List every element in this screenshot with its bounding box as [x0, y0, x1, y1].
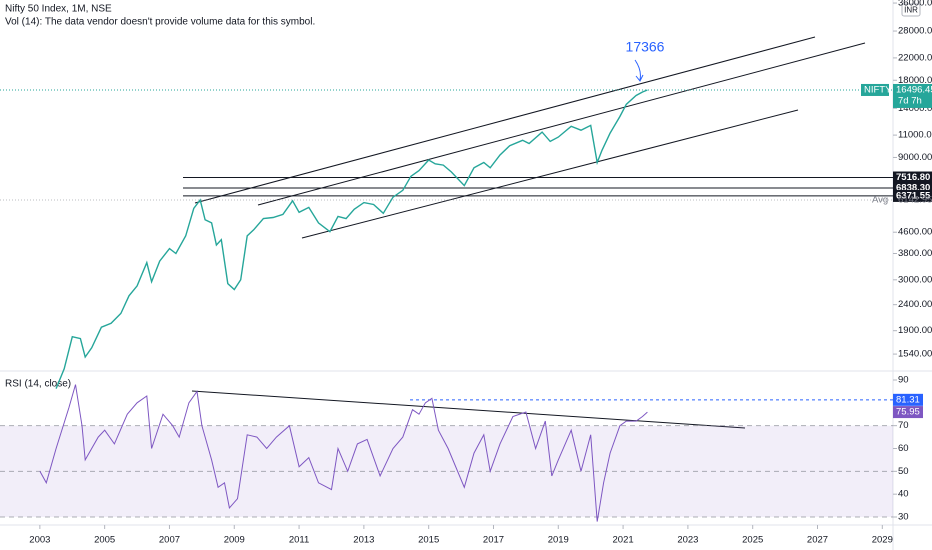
symbol-label: NIFTY [864, 84, 892, 95]
x-tick-label: 2013 [353, 535, 374, 546]
y-tick-label: 28000.00 [898, 26, 932, 37]
x-tick-label: 2019 [548, 535, 569, 546]
rsi-marker-label: 81.31 [896, 394, 920, 405]
y-tick-label: 4600.00 [898, 227, 932, 238]
rsi-tick-label: 90 [898, 375, 909, 386]
y-tick-label: 11000.00 [898, 130, 932, 141]
x-tick-label: 2029 [872, 535, 893, 546]
rsi-tick-label: 30 [898, 512, 909, 523]
annotation-arrow [634, 59, 644, 82]
x-tick-label: 2021 [613, 535, 634, 546]
last-price-label: 16496.45 [896, 84, 932, 95]
rsi-last-label: 75.95 [896, 407, 920, 418]
x-tick-label: 2011 [289, 535, 309, 546]
currency: INR [904, 6, 918, 15]
y-tick-label: 14000.00 [898, 103, 932, 114]
y-tick-label: 1900.00 [898, 325, 932, 336]
x-tick-label: 2007 [159, 535, 180, 546]
avg-label: 6142.95 [898, 195, 932, 206]
x-tick-label: 2025 [742, 535, 763, 546]
level-label: 6838.30 [896, 183, 930, 194]
price-line [55, 89, 648, 389]
rsi-title: RSI (14, close) [5, 379, 71, 390]
rsi-tick-label: 60 [898, 443, 909, 454]
level-label-box [893, 189, 932, 202]
y-tick-label: 36000.00 [898, 0, 932, 9]
subtitle: Vol (14): The data vendor doesn't provid… [5, 17, 315, 28]
annotation: 17366 [626, 39, 665, 55]
level-label-box [893, 171, 932, 184]
x-tick-label: 2003 [29, 535, 50, 546]
rsi-tick-label: 40 [898, 489, 909, 500]
rsi-line [39, 384, 648, 522]
rsi-last-box [893, 406, 923, 419]
level-label: 6371.55 [896, 190, 931, 201]
x-tick-label: 2027 [807, 535, 828, 546]
y-tick-label: 9000.00 [898, 152, 932, 163]
y-tick-label: 3000.00 [898, 274, 932, 285]
x-tick-label: 2009 [224, 535, 245, 546]
y-tick-label: 22000.00 [898, 52, 932, 63]
rsi-tick-label: 50 [898, 466, 909, 477]
rsi-tick-label: 70 [898, 420, 909, 431]
countdown: 7d 7h [898, 95, 922, 106]
x-tick-label: 2015 [418, 535, 439, 546]
y-tick-label: 18000.00 [898, 75, 932, 86]
currency-box[interactable] [901, 3, 921, 17]
x-tick-label: 2017 [483, 535, 504, 546]
y-tick-label: 2400.00 [898, 299, 932, 310]
y-tick-label: 1540.00 [898, 349, 932, 360]
last-price-box [893, 83, 932, 108]
symbol-box [861, 83, 889, 96]
avg-label-name: Avg [872, 195, 888, 206]
x-tick-label: 2023 [677, 535, 698, 546]
level-label: 7516.80 [896, 172, 930, 183]
x-tick-label: 2005 [94, 535, 115, 546]
trend-lines [191, 36, 866, 429]
y-tick-label: 3800.00 [898, 248, 932, 259]
rsi-marker-box [893, 393, 923, 406]
chart-title: Nifty 50 Index, 1M, NSE [5, 4, 112, 15]
